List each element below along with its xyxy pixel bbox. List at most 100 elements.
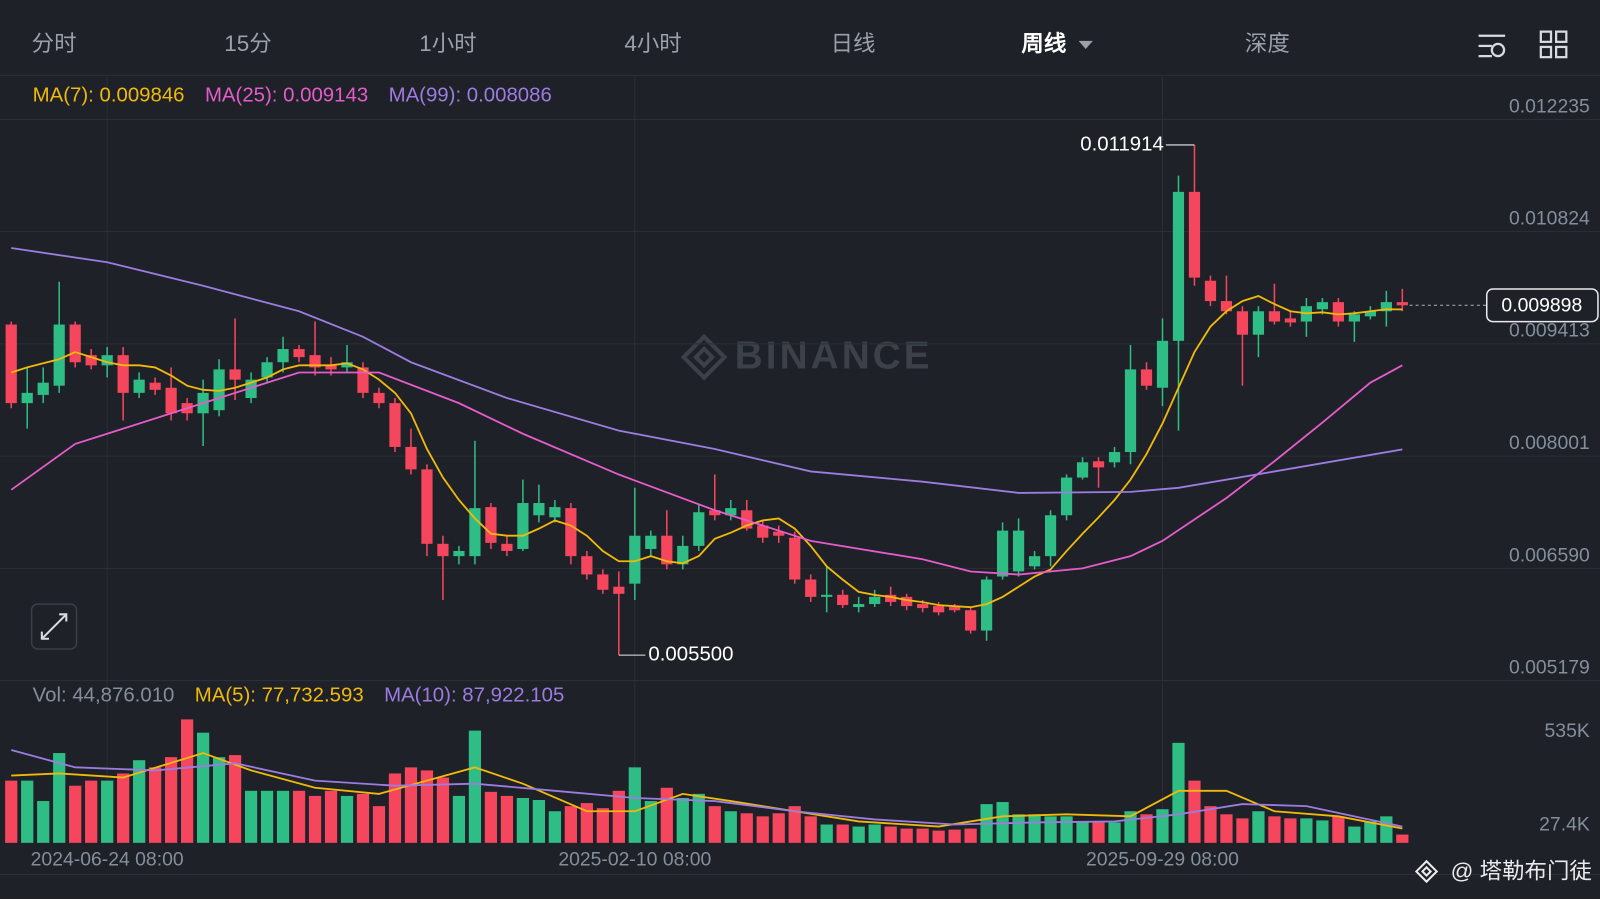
candle-body xyxy=(341,362,353,368)
tab[interactable]: 15分 xyxy=(224,31,271,56)
volume-bar xyxy=(308,795,322,843)
tab[interactable]: 日线 xyxy=(831,31,876,56)
volume-bar xyxy=(884,826,897,843)
volume-bar xyxy=(1252,811,1265,843)
candle-body xyxy=(661,535,673,565)
candle-body xyxy=(597,574,609,590)
ma-line xyxy=(11,752,1403,830)
volume-bar xyxy=(692,793,705,843)
candle-body xyxy=(629,535,641,584)
volume-bar xyxy=(516,797,530,843)
candle-body xyxy=(1396,302,1408,306)
volume-bar xyxy=(1364,821,1377,843)
candle-body xyxy=(901,596,913,607)
volume-bar xyxy=(1300,818,1313,843)
tab[interactable]: 1小时 xyxy=(419,31,476,56)
candle-body xyxy=(373,392,385,404)
tab[interactable]: 深度 xyxy=(1245,31,1290,56)
volume-bar xyxy=(21,780,34,843)
candle-body xyxy=(789,537,801,580)
candle-body xyxy=(1124,369,1137,453)
candle-body xyxy=(101,355,113,366)
volume-bar xyxy=(196,732,210,843)
candle-body xyxy=(1076,462,1089,478)
volume-bar xyxy=(1044,816,1057,843)
volume-bar xyxy=(228,755,242,843)
volume-legend: Vol: 44,876.010 xyxy=(33,684,175,706)
candle-body xyxy=(949,607,961,611)
candle-body xyxy=(1060,477,1073,516)
volume-bar xyxy=(1380,816,1393,843)
candle-body xyxy=(485,507,497,543)
y-tick-label: 535K xyxy=(1545,720,1590,742)
volume-bar xyxy=(740,813,753,843)
ma-line xyxy=(11,247,1403,494)
volume-bar xyxy=(1028,814,1041,843)
y-tick-label: 0.008001 xyxy=(1509,432,1590,454)
x-tick-label: 2025-09-29 08:00 xyxy=(1086,848,1239,870)
volume-bar xyxy=(1396,834,1409,843)
volume-bar xyxy=(484,791,498,843)
candle-body xyxy=(1172,191,1185,341)
layout-icon[interactable] xyxy=(1539,30,1568,59)
volume-bar xyxy=(452,795,466,843)
ma-line xyxy=(10,749,1403,828)
volume-bar xyxy=(388,773,402,843)
x-tick-label: 2024-06-24 08:00 xyxy=(31,848,184,870)
candle-body xyxy=(1028,556,1041,567)
volume-bar xyxy=(836,824,849,843)
volume-bar xyxy=(1140,814,1153,843)
volume-bar xyxy=(1348,826,1361,843)
volume-bar xyxy=(324,790,338,843)
tab-bar: 分时 15分 1小时 4小时 日线 周线 深度 xyxy=(32,30,1568,59)
candle-body xyxy=(517,503,529,549)
ma-line xyxy=(10,294,1403,609)
volume-bar xyxy=(212,757,226,843)
volume-bar xyxy=(564,806,577,843)
candle-body xyxy=(917,604,929,609)
volume-bar xyxy=(548,811,561,843)
candle-body xyxy=(37,382,49,395)
candle-body xyxy=(805,579,817,597)
candle-body xyxy=(549,507,561,518)
volume-bar xyxy=(756,816,769,843)
expand-button[interactable] xyxy=(30,603,78,650)
volume-bar xyxy=(580,803,593,843)
volume-bar xyxy=(708,806,721,843)
volume-bar xyxy=(276,790,290,843)
volume-bar xyxy=(868,824,881,843)
volume-bar xyxy=(1236,818,1249,843)
volume-bar xyxy=(644,801,657,843)
candle-body xyxy=(389,403,401,447)
candle-body xyxy=(1092,461,1105,468)
volume-bar xyxy=(964,828,977,843)
volume-bar xyxy=(676,797,689,843)
volume-bar xyxy=(260,790,274,843)
candle-body xyxy=(821,594,833,597)
last-price-box xyxy=(1485,288,1599,323)
volume-bar xyxy=(5,780,18,843)
tab[interactable]: 分时 xyxy=(32,31,77,56)
watermark: BINANCE xyxy=(735,334,933,377)
tab[interactable]: 周线 xyxy=(1021,30,1066,56)
candle-body xyxy=(293,349,305,358)
candle-body xyxy=(693,512,705,546)
y-tick-label: 27.4K xyxy=(1539,814,1590,836)
candle-body xyxy=(1268,311,1281,322)
expand-icon[interactable] xyxy=(40,613,68,640)
candle-body xyxy=(53,324,65,386)
volume-bar xyxy=(117,773,130,843)
volume-bar xyxy=(244,790,258,843)
volume-bar xyxy=(804,816,817,843)
settings-icon[interactable] xyxy=(1478,34,1506,58)
tab[interactable]: 4小时 xyxy=(624,31,681,56)
volume-bar xyxy=(149,767,162,843)
volume-bar xyxy=(788,806,801,843)
candle-body xyxy=(885,594,897,602)
dropdown-arrow[interactable] xyxy=(1078,40,1093,49)
candle-body xyxy=(245,379,257,399)
candle-body xyxy=(1140,369,1153,386)
candle-body xyxy=(1348,314,1360,322)
